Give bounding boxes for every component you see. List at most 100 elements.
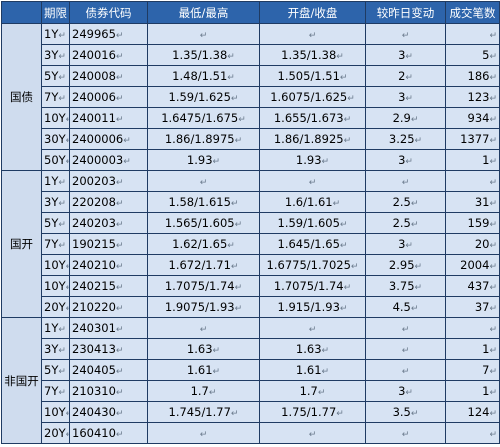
return-mark-icon: ↵ [58,94,66,104]
code-value: 200203 [72,174,116,188]
return-mark-icon: ↵ [115,367,124,377]
return-mark-icon: ↵ [58,325,66,335]
return-mark-icon: ↵ [321,367,330,377]
return-mark-icon: ↵ [66,430,69,440]
term-cell: 10Y↵ [41,401,70,423]
change-cell: ↵ [365,359,446,381]
return-mark-icon: ↵ [199,430,208,440]
return-mark-icon: ↵ [489,388,497,398]
lowhigh-cell: 1.565/1.605↵ [147,212,260,234]
trades-cell: ↵ [445,317,500,339]
return-mark-icon: ↵ [66,283,69,293]
term-cell: 5Y↵ [41,359,70,381]
return-mark-icon: ↵ [343,283,352,293]
trades-value: 124 [467,405,490,419]
openclose-cell: ↵ [259,23,366,45]
return-mark-icon: ↵ [115,388,124,398]
header-row: 期限 债券代码 最低/最高 开盘/收盘 较昨日变动 成交笔数 [1,1,500,24]
return-mark-icon: ↵ [339,304,348,314]
table-row: 10Y↵240210↵1.672/1.71↵1.6775/1.7025↵2.95… [2,254,500,276]
change-cell: 3↵ [365,149,446,171]
trades-value: 1 [482,342,490,356]
trades-cell: 31↵ [445,191,500,213]
return-mark-icon: ↵ [58,346,66,356]
return-mark-icon: ↵ [321,157,330,167]
table-body: 国债 1Y↵ 249965↵ ↵ ↵ ↵ ↵ 3Y↵ 240016↵ 1.35/1.38↵ 1.35… [1,23,500,444]
term-cell: 20Y↵ [41,296,70,318]
return-mark-icon: ↵ [410,115,419,125]
change-value: 2.9 [392,111,411,125]
term-cell: 10Y↵ [41,254,70,276]
table-row: 国债 1Y↵ 249965↵ ↵ ↵ ↵ ↵ [1,23,500,171]
lowhigh-cell: 1.9075/1.93↵ [147,296,260,318]
code-value: 240210 [72,258,116,272]
change-cell: 2.95↵ [365,254,446,276]
lowhigh-cell: 1.62/1.65↵ [147,233,260,255]
lowhigh-cell: 1.7↵ [147,380,260,402]
return-mark-icon: ↵ [410,220,419,230]
change-cell: ↵ [365,338,446,360]
lowhigh-value: 1.6475/1.675 [161,111,239,125]
term-cell: 7Y↵ [41,380,70,402]
return-mark-icon: ↵ [115,31,124,41]
return-mark-icon: ↵ [410,199,419,209]
change-cell: 2.9↵ [365,107,446,129]
trades-value: 37 [474,300,490,314]
openclose-cell: 1.6/1.61↵ [259,191,366,213]
return-mark-icon: ↵ [489,73,497,83]
lowhigh-value: 1.7 [190,384,209,398]
term-value: 1Y [44,27,59,41]
return-mark-icon: ↵ [489,136,497,146]
term-value: 1Y [44,174,59,188]
return-mark-icon: ↵ [66,304,69,314]
header-term: 期限 [41,1,70,24]
openclose-value: 1.655/1.673 [273,111,344,125]
lowhigh-value: 1.9075/1.93 [164,300,235,314]
return-mark-icon: ↵ [489,346,497,356]
return-mark-icon: ↵ [230,199,239,209]
lowhigh-value: 1.86/1.8975 [164,132,235,146]
lowhigh-value: 1.63 [186,342,213,356]
return-mark-icon: ↵ [308,430,317,440]
code-cell: 240215↵ [69,275,148,297]
lowhigh-cell: 1.672/1.71↵ [147,254,260,276]
trades-cell: 5↵ [445,44,500,66]
code-value: 249965 [72,27,116,41]
return-mark-icon: ↵ [489,157,497,167]
return-mark-icon: ↵ [401,178,410,188]
code-value: 210310 [72,384,116,398]
return-mark-icon: ↵ [401,325,410,335]
group-label: 国开 [1,170,42,318]
return-mark-icon: ↵ [410,304,419,314]
change-cell: 2.5↵ [365,212,446,234]
table-row: 10Y↵240011↵1.6475/1.675↵1.655/1.673↵2.9↵… [2,107,500,129]
return-mark-icon: ↵ [405,52,413,62]
change-value: 3.5 [392,405,411,419]
code-value: 240430 [72,405,116,419]
return-mark-icon: ↵ [227,73,235,83]
trades-cell: ↵ [445,170,500,192]
header-low-high: 最低/最高 [147,1,260,24]
code-cell: 160410↵ [69,422,148,444]
term-value: 50Y [44,153,66,167]
return-mark-icon: ↵ [336,409,344,419]
change-cell: 3.5↵ [365,401,446,423]
return-mark-icon: ↵ [212,367,221,377]
table-row: 10Y↵240430↵1.745/1.77↵1.75/1.77↵3.5↵124↵ [2,401,500,423]
return-mark-icon: ↵ [332,199,341,209]
term-cell: 3Y↵ [41,44,70,66]
change-cell: ↵ [365,170,446,192]
return-mark-icon: ↵ [212,157,221,167]
return-mark-icon: ↵ [489,430,497,440]
trades-cell: 1↵ [445,149,500,171]
return-mark-icon: ↵ [212,346,221,356]
openclose-cell: 1.6775/1.7025↵ [259,254,366,276]
lowhigh-cell: 1.61↵ [147,359,260,381]
openclose-value: 1.61 [295,363,322,377]
term-cell: 3Y↵ [41,338,70,360]
change-cell: ↵ [365,23,446,45]
return-mark-icon: ↵ [343,136,352,146]
return-mark-icon: ↵ [489,199,497,209]
lowhigh-cell: 1.63↵ [147,338,260,360]
lowhigh-value: 1.62/1.65 [172,237,228,251]
